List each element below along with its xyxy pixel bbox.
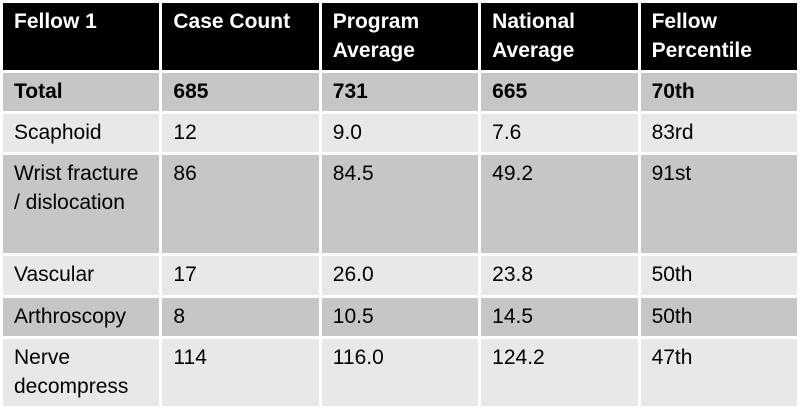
cell-program-average: 10.5: [321, 297, 479, 336]
cell-national-average: 14.5: [481, 297, 638, 336]
cell-program-average: 9.0: [321, 113, 479, 152]
table-row-wrist-fracture: Wrist fracture / dislocation 86 84.5 49.…: [3, 154, 797, 253]
row-label: Scaphoid: [3, 113, 160, 152]
cell-case-count: 17: [162, 255, 319, 295]
cell-national-average: 49.2: [481, 154, 638, 253]
cell-case-count: 114: [162, 338, 319, 406]
cell-fellow-percentile: 50th: [640, 255, 797, 295]
cell-case-count: 86: [162, 154, 319, 253]
row-label: Vascular: [3, 255, 160, 295]
cell-fellow-percentile: 91st: [640, 154, 797, 253]
cell-fellow-percentile: 70th: [640, 73, 797, 111]
header-row: Fellow 1 Case Count Program Average Nati…: [3, 3, 797, 70]
table-row-arthroscopy: Arthroscopy 8 10.5 14.5 50th: [3, 297, 797, 336]
table-row-nerve-decompress: Nerve decompress 114 116.0 124.2 47th: [3, 338, 797, 406]
cell-program-average: 731: [321, 73, 479, 111]
cell-fellow-percentile: 50th: [640, 297, 797, 336]
cell-national-average: 665: [481, 73, 638, 111]
table-header: Fellow 1 Case Count Program Average Nati…: [3, 3, 797, 70]
table-body: Total 685 731 665 70th Scaphoid 12 9.0 7…: [3, 73, 797, 406]
cell-fellow-percentile: 83rd: [640, 113, 797, 152]
cell-national-average: 23.8: [481, 255, 638, 295]
col-header-national-average: National Average: [481, 3, 638, 70]
cell-national-average: 7.6: [481, 113, 638, 152]
col-header-fellow-percentile: Fellow Percentile: [640, 3, 797, 70]
table-row-scaphoid: Scaphoid 12 9.0 7.6 83rd: [3, 113, 797, 152]
col-header-case-count: Case Count: [162, 3, 319, 70]
cell-program-average: 116.0: [321, 338, 479, 406]
cell-national-average: 124.2: [481, 338, 638, 406]
cell-fellow-percentile: 47th: [640, 338, 797, 406]
row-label: Arthroscopy: [3, 297, 160, 336]
fellow-case-log-table: Fellow 1 Case Count Program Average Nati…: [3, 3, 797, 406]
col-header-fellow: Fellow 1: [3, 3, 160, 70]
table-row-total: Total 685 731 665 70th: [3, 73, 797, 111]
cell-case-count: 685: [162, 73, 319, 111]
row-label: Total: [3, 73, 160, 111]
cell-case-count: 12: [162, 113, 319, 152]
table-row-vascular: Vascular 17 26.0 23.8 50th: [3, 255, 797, 295]
cell-program-average: 26.0: [321, 255, 479, 295]
cell-program-average: 84.5: [321, 154, 479, 253]
row-label: Nerve decompress: [3, 338, 160, 406]
row-label: Wrist fracture / dislocation: [3, 154, 160, 253]
cell-case-count: 8: [162, 297, 319, 336]
col-header-program-average: Program Average: [321, 3, 479, 70]
